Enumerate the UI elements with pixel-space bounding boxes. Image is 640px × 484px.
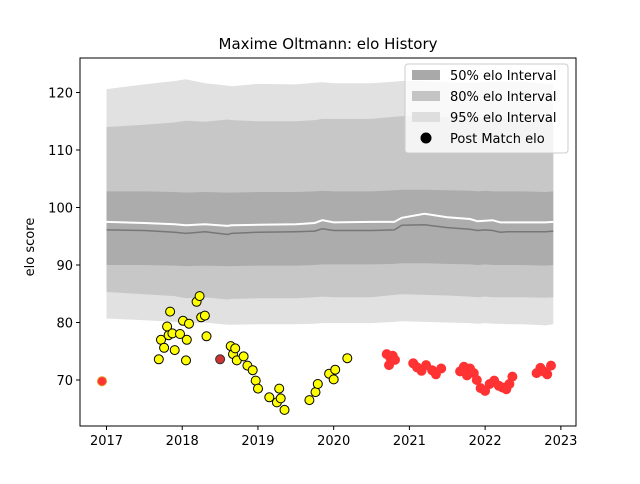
post-match-elo-point [184, 318, 194, 329]
post-match-elo-point [342, 353, 353, 364]
legend-box [404, 63, 569, 154]
y-tick-label: 120 [48, 87, 73, 102]
post-match-elo-point [153, 354, 164, 365]
post-match-elo-point [275, 393, 286, 404]
legend: 50% elo Interval 80% elo Interval 95% elo … [404, 63, 569, 154]
post-match-elo-point [279, 404, 290, 415]
x-tick-label: 2022 [469, 434, 502, 449]
legend-label: 80% elo Interval [450, 90, 557, 105]
mean-elo-line [106, 212, 554, 227]
legend-swatch [412, 70, 440, 80]
post-match-elo-point [199, 310, 210, 321]
y-tick-label: 110 [48, 144, 73, 159]
post-match-elo-point [230, 343, 241, 354]
median-elo-line [106, 224, 554, 236]
band-80-interval [106, 116, 554, 300]
y-tick-label: 80 [56, 317, 73, 332]
legend-swatch [412, 112, 440, 122]
post-match-elo-point [480, 385, 491, 396]
post-match-elo-point [215, 354, 226, 365]
legend-label: 50% elo Interval [450, 69, 557, 84]
post-match-elo-point [546, 360, 556, 371]
post-match-elo-point [328, 374, 339, 385]
post-match-elo-point [247, 365, 258, 376]
post-match-elo-point [390, 354, 400, 365]
post-match-elo-point [175, 329, 185, 339]
y-axis-label: elo score [23, 218, 38, 277]
post-match-elo-point [304, 395, 315, 406]
post-match-elo-point [238, 351, 249, 362]
post-match-elo-point [274, 383, 285, 394]
post-match-elo-point [312, 379, 323, 389]
post-match-elo-point [471, 375, 482, 385]
post-match-elo-point [194, 291, 205, 302]
y-tick-label: 100 [48, 202, 73, 217]
post-match-elo-point [436, 363, 447, 374]
legend-marker [420, 132, 432, 144]
post-match-elo-point [159, 342, 170, 353]
post-match-elo-point [169, 345, 180, 356]
post-match-elo-point [330, 364, 341, 375]
post-match-elo-point [181, 355, 191, 366]
post-match-elo-point [181, 334, 192, 345]
x-tick-label: 2017 [90, 434, 123, 449]
y-tick-label: 70 [56, 374, 73, 389]
legend-label: Post Match elo [450, 132, 545, 147]
post-match-elo-point [97, 376, 107, 387]
x-tick-label: 2019 [241, 434, 274, 449]
post-match-elo-point [542, 369, 553, 380]
post-match-elo-point [264, 392, 275, 403]
post-match-elo-point [165, 306, 176, 317]
legend-swatch [412, 91, 440, 101]
x-tick-label: 2018 [166, 434, 199, 449]
x-tick-label: 2023 [544, 434, 577, 449]
post-match-elo-point [253, 383, 263, 394]
y-tick-label: 90 [56, 259, 73, 274]
post-match-elo-point [507, 371, 518, 382]
x-tick-label: 2020 [317, 434, 350, 449]
post-match-elo-point [310, 387, 321, 398]
x-tick-label: 2021 [393, 434, 426, 449]
legend-label: 95% elo Interval [450, 111, 557, 126]
post-match-elo-point [201, 331, 212, 342]
band-50-interval [106, 189, 554, 267]
chart-title: Maxime Oltmann: elo History [219, 35, 438, 53]
plot-frame [79, 57, 577, 427]
